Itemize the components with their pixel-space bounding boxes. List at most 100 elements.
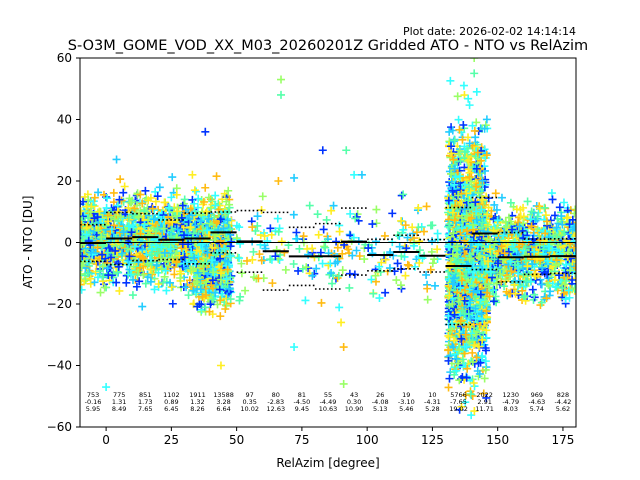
data-point [213, 300, 222, 309]
data-point [80, 285, 86, 294]
data-point [216, 312, 225, 321]
data-point [90, 214, 99, 223]
data-point [125, 252, 134, 261]
data-point [124, 222, 133, 231]
data-point [204, 193, 213, 202]
data-point [81, 244, 90, 253]
x-tick-label: 150 [486, 433, 509, 447]
data-point [208, 243, 217, 252]
data-point [176, 212, 185, 221]
data-point [206, 257, 215, 266]
data-point [91, 267, 100, 276]
data-point [134, 258, 143, 267]
data-point [80, 240, 86, 249]
y-tick-label: −20 [47, 297, 72, 311]
data-point [125, 194, 134, 203]
data-point [161, 266, 170, 275]
data-point [196, 217, 205, 226]
data-point [143, 259, 152, 268]
data-point [103, 194, 112, 203]
data-point [163, 239, 172, 248]
data-point [111, 225, 120, 234]
data-point [191, 221, 200, 230]
data-point [91, 256, 100, 265]
data-point [98, 262, 107, 271]
data-point [159, 250, 168, 259]
data-point [136, 263, 145, 272]
data-point [112, 248, 121, 257]
data-point [153, 248, 162, 257]
data-point [226, 252, 235, 261]
data-point [149, 215, 158, 224]
data-point [188, 170, 197, 179]
data-point [179, 231, 188, 240]
data-point [83, 269, 92, 278]
data-point [129, 223, 138, 232]
data-point [120, 182, 129, 191]
data-point [216, 215, 225, 224]
x-axis-label: RelAzim [degree] [276, 456, 379, 470]
bin-std-label: 6.64 [216, 405, 230, 413]
data-point [178, 201, 187, 210]
data-point [127, 198, 136, 207]
data-point [179, 199, 188, 208]
data-point [153, 192, 162, 201]
data-point [177, 213, 186, 222]
data-point [190, 212, 199, 221]
data-point [103, 248, 112, 257]
data-point [167, 193, 176, 202]
data-point [104, 244, 113, 253]
data-point [211, 191, 220, 200]
data-point [153, 234, 162, 243]
data-point [194, 194, 203, 203]
data-point [86, 207, 95, 216]
data-point [129, 211, 138, 220]
data-point [216, 236, 225, 245]
y-tick-label: 20 [57, 174, 72, 188]
bin-std-label: 11.71 [475, 405, 494, 413]
data-point [138, 302, 147, 311]
data-point [189, 229, 198, 238]
data-point [224, 186, 233, 195]
data-point [187, 248, 196, 257]
bin-std-label: 10.90 [345, 405, 364, 413]
data-point [111, 246, 120, 255]
data-point [136, 252, 145, 261]
data-point [220, 233, 229, 242]
data-point [160, 248, 169, 257]
bin-std-label: 19.02 [449, 405, 468, 413]
data-point [122, 278, 131, 287]
data-point [102, 203, 111, 212]
data-point [115, 195, 124, 204]
data-point [173, 225, 182, 234]
data-point [155, 183, 164, 192]
data-point [146, 193, 155, 202]
data-point [82, 230, 91, 239]
data-point [124, 213, 133, 222]
y-axis-label: ATO - NTO [DU] [21, 196, 35, 289]
bin-std-label: 7.65 [138, 405, 152, 413]
data-point [100, 283, 109, 292]
data-point [95, 267, 104, 276]
y-tick-label: −40 [47, 359, 72, 373]
data-point [157, 243, 166, 252]
data-point [140, 221, 149, 230]
data-point [167, 283, 176, 292]
data-point [146, 277, 155, 286]
data-point [138, 245, 147, 254]
data-point [150, 285, 159, 294]
data-point [147, 251, 156, 260]
data-point [173, 207, 182, 216]
data-point [151, 187, 160, 196]
bin-std-label: 10.02 [240, 405, 259, 413]
scatter-points [80, 58, 576, 420]
data-point [99, 272, 108, 281]
data-point [168, 173, 177, 182]
data-point [96, 288, 105, 297]
data-point [178, 240, 187, 249]
data-point [203, 226, 212, 235]
data-point [93, 243, 102, 252]
bin-std-label: 5.28 [425, 405, 439, 413]
data-point [80, 207, 85, 216]
data-point [177, 244, 186, 253]
